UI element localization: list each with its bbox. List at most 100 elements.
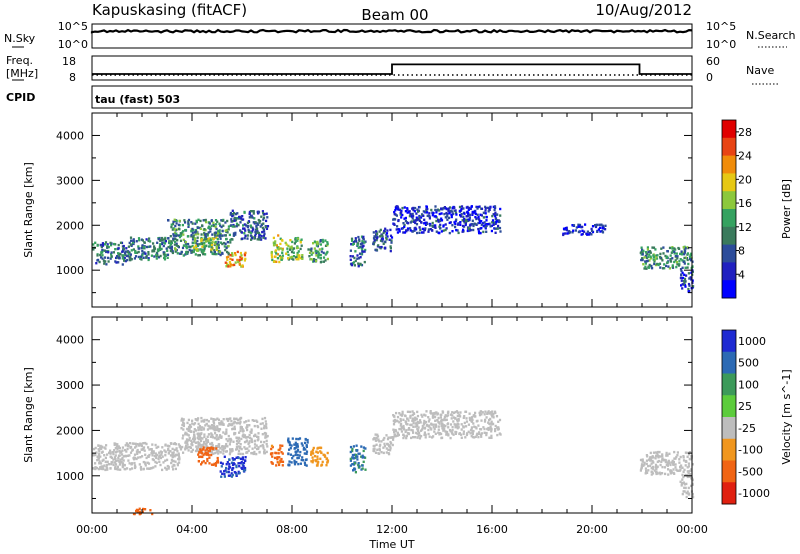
data-cell bbox=[300, 238, 303, 241]
data-cell bbox=[243, 232, 246, 235]
data-cell bbox=[230, 475, 233, 478]
data-cell bbox=[204, 449, 207, 452]
data-cell bbox=[213, 252, 216, 256]
data-cell bbox=[109, 467, 112, 470]
data-cell bbox=[418, 231, 421, 234]
data-cell bbox=[280, 451, 283, 454]
data-cell bbox=[211, 444, 214, 447]
data-cell bbox=[655, 465, 658, 468]
data-cell bbox=[226, 250, 229, 254]
data-cell bbox=[490, 430, 493, 433]
data-cell bbox=[126, 443, 129, 446]
data-cell bbox=[273, 456, 277, 460]
data-cell bbox=[227, 225, 230, 228]
data-cell bbox=[672, 460, 675, 464]
data-cell bbox=[151, 451, 155, 454]
data-cell bbox=[689, 253, 692, 257]
data-cell bbox=[470, 426, 473, 429]
data-cell bbox=[352, 445, 355, 448]
data-cell bbox=[154, 460, 157, 464]
data-cell bbox=[683, 277, 687, 281]
data-cell bbox=[478, 231, 481, 235]
data-cell bbox=[121, 446, 124, 449]
data-cell bbox=[251, 447, 254, 450]
data-cell bbox=[296, 251, 299, 255]
data-cell bbox=[281, 460, 285, 463]
data-cell bbox=[257, 211, 261, 214]
data-cell bbox=[571, 224, 574, 227]
data-cell bbox=[229, 448, 232, 452]
data-cell bbox=[178, 234, 181, 237]
data-cell bbox=[390, 241, 393, 244]
data-cell bbox=[158, 248, 161, 251]
colorbar-label: Velocity [m s^-1] bbox=[780, 369, 793, 464]
data-cell bbox=[655, 454, 658, 457]
data-cell bbox=[301, 444, 304, 447]
data-cell bbox=[669, 258, 672, 261]
data-cell bbox=[664, 459, 667, 462]
data-cell bbox=[681, 271, 684, 275]
y-tick-label: 4000 bbox=[56, 129, 84, 142]
data-cell bbox=[484, 418, 487, 422]
data-cell bbox=[295, 258, 298, 261]
data-cell bbox=[440, 219, 444, 222]
data-cell bbox=[451, 411, 454, 414]
data-cell bbox=[666, 255, 669, 258]
data-cell bbox=[646, 246, 649, 249]
data-cell bbox=[403, 206, 406, 209]
data-cell bbox=[221, 219, 224, 222]
data-cell bbox=[434, 215, 437, 218]
data-cell bbox=[241, 264, 244, 267]
data-cell bbox=[407, 211, 410, 214]
data-cell bbox=[671, 264, 674, 267]
data-cell bbox=[392, 218, 395, 221]
data-cell bbox=[112, 463, 115, 467]
data-cell bbox=[178, 252, 182, 255]
data-cell bbox=[304, 448, 307, 451]
noise-right-label: N.Search bbox=[746, 29, 796, 42]
data-cell bbox=[242, 465, 245, 468]
data-cell bbox=[264, 226, 267, 229]
data-cell bbox=[126, 250, 129, 254]
data-cell bbox=[361, 241, 364, 245]
data-cell bbox=[389, 440, 392, 444]
data-cell bbox=[298, 254, 301, 257]
data-cell bbox=[221, 445, 224, 448]
data-cell bbox=[236, 250, 239, 254]
data-cell bbox=[226, 445, 229, 448]
data-cell bbox=[389, 247, 392, 250]
data-cell bbox=[486, 427, 489, 431]
data-cell bbox=[244, 251, 247, 255]
data-cell bbox=[689, 458, 692, 461]
data-cell bbox=[641, 463, 644, 467]
data-cell bbox=[223, 470, 226, 473]
data-cell bbox=[471, 418, 474, 422]
data-cell bbox=[397, 208, 400, 211]
data-cell bbox=[192, 423, 195, 426]
data-cell bbox=[217, 249, 220, 253]
data-cell bbox=[171, 455, 174, 458]
data-cell bbox=[682, 283, 685, 286]
data-cell bbox=[437, 220, 440, 223]
data-cell bbox=[684, 473, 687, 477]
data-cell bbox=[177, 443, 180, 446]
data-cell bbox=[181, 223, 184, 227]
data-cell bbox=[265, 435, 268, 439]
data-cell bbox=[124, 448, 127, 452]
data-cell bbox=[682, 246, 685, 249]
data-cell bbox=[176, 462, 179, 465]
data-cell bbox=[358, 252, 362, 255]
data-cell bbox=[235, 456, 238, 459]
data-cell bbox=[97, 467, 100, 471]
data-cell bbox=[420, 216, 423, 219]
data-cell bbox=[358, 452, 361, 455]
data-cell bbox=[480, 214, 483, 217]
data-cell bbox=[401, 410, 404, 414]
data-cell bbox=[114, 451, 117, 454]
data-cell bbox=[107, 245, 110, 249]
data-cell bbox=[406, 208, 409, 211]
data-cell bbox=[219, 241, 223, 244]
data-cell bbox=[681, 287, 684, 290]
data-cell bbox=[324, 244, 328, 247]
data-cell bbox=[213, 243, 216, 247]
